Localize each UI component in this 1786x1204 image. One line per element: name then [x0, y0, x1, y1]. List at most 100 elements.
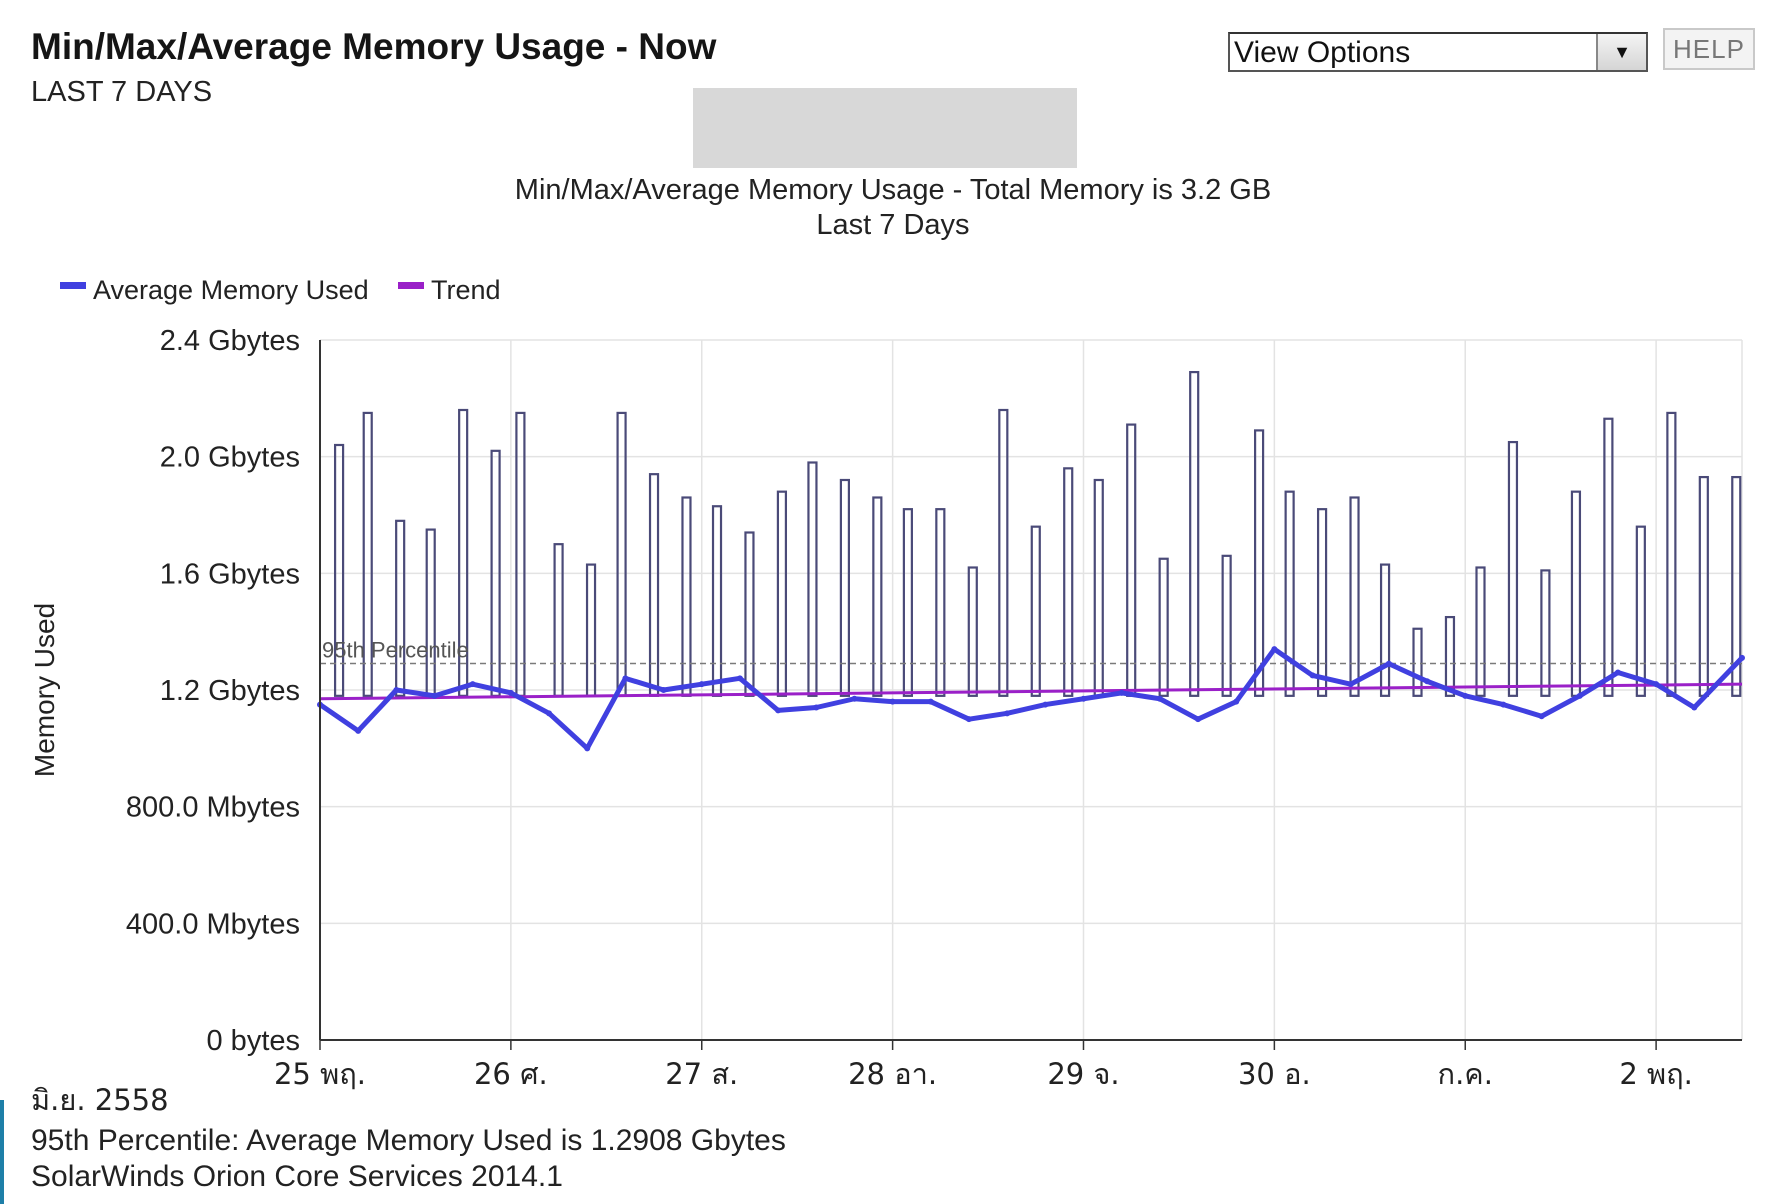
average-point — [1309, 672, 1316, 679]
page-title: Min/Max/Average Memory Usage - Now — [31, 26, 717, 67]
average-point — [355, 727, 362, 734]
x-tick-label: 2 พฤ. — [1619, 1057, 1693, 1091]
page-subtitle: LAST 7 DAYS — [31, 76, 213, 108]
average-point — [736, 675, 743, 682]
max-spike — [744, 531, 755, 697]
x-tick-label: ก.ค. — [1438, 1057, 1493, 1091]
max-spike — [1221, 554, 1232, 697]
max-spike — [839, 478, 850, 697]
average-point — [1195, 716, 1202, 723]
x-tick-label: 28 อา. — [848, 1057, 937, 1091]
page-edge-bar — [0, 1100, 4, 1204]
average-point — [1653, 681, 1660, 688]
average-point — [1462, 692, 1469, 699]
axes — [319, 340, 1742, 1041]
average-point — [1576, 692, 1583, 699]
x-tick-label: 26 ศ. — [474, 1057, 548, 1091]
max-spike — [1126, 423, 1137, 697]
footer-percentile-text: 95th Percentile: Average Memory Used is … — [31, 1124, 786, 1157]
max-spike — [711, 505, 723, 697]
chevron-down-icon[interactable]: ▼ — [1596, 34, 1646, 70]
view-options-label: View Options — [1234, 36, 1411, 69]
max-spike — [1444, 615, 1456, 697]
max-spike — [1030, 525, 1041, 697]
average-point — [1614, 669, 1621, 676]
y-tick-label: 1.2 Gbytes — [160, 675, 300, 707]
max-spike — [585, 563, 597, 697]
max-spike — [515, 411, 526, 697]
max-spike — [1379, 563, 1391, 697]
average-point — [1739, 654, 1745, 661]
average-series — [317, 646, 1745, 752]
average-point — [1118, 689, 1125, 696]
average-line — [318, 646, 1744, 751]
max-spike — [395, 519, 406, 697]
average-point — [1271, 646, 1278, 653]
max-spike — [935, 508, 946, 697]
average-point — [1424, 678, 1431, 685]
y-axis-title: Memory Used — [29, 603, 60, 777]
max-spike — [1570, 490, 1582, 697]
max-spike — [1603, 417, 1614, 697]
average-point — [469, 681, 476, 688]
y-tick-label: 2.0 Gbytes — [160, 442, 300, 474]
percentile-label: 95th Percentile — [322, 638, 469, 663]
y-tick-label: 1.6 Gbytes — [160, 558, 300, 590]
average-point — [431, 692, 438, 699]
average-point — [1385, 660, 1392, 667]
average-point — [1500, 701, 1507, 708]
x-tick-label: 30 อ. — [1238, 1057, 1311, 1091]
average-point — [775, 707, 782, 714]
legend-label-trend: Trend — [431, 275, 501, 305]
max-spike — [1189, 370, 1200, 697]
average-point — [1538, 713, 1545, 720]
average-point — [1347, 681, 1354, 688]
average-point — [813, 704, 820, 711]
y-tick-label: 400.0 Mbytes — [126, 908, 300, 940]
max-spike — [967, 566, 978, 697]
max-spike — [1507, 440, 1519, 697]
max-series — [333, 370, 1742, 697]
view-options-select[interactable]: View Options ▼ — [1228, 32, 1648, 72]
max-spike — [362, 411, 373, 697]
max-spike — [1063, 467, 1074, 697]
help-button[interactable]: HELP — [1663, 28, 1755, 70]
redacted-area — [693, 88, 1077, 168]
y-tick-label: 0 bytes — [207, 1025, 301, 1057]
max-spike — [1635, 525, 1646, 697]
max-spike — [1158, 557, 1169, 697]
average-point — [622, 675, 629, 682]
average-point — [965, 716, 972, 723]
average-point — [851, 695, 858, 702]
x-tick-label: 25 พฤ. — [274, 1057, 366, 1091]
max-spike — [1349, 496, 1360, 697]
max-spike — [872, 496, 883, 697]
average-point — [698, 681, 705, 688]
legend-label-average: Average Memory Used — [93, 275, 369, 305]
y-tick-label: 2.4 Gbytes — [160, 325, 300, 357]
x-tick-labels: 25 พฤ. 26 ศ. 27 ส. 28 อา. 29 จ. 30 อ. ก.ค. 2 พฤ… — [274, 1057, 1693, 1091]
average-point — [1042, 701, 1049, 708]
x-tick-label: 27 ส. — [665, 1057, 738, 1091]
max-spike — [681, 496, 692, 697]
legend: Average Memory Used Trend — [60, 275, 501, 305]
average-point — [393, 687, 400, 693]
max-spike — [425, 528, 436, 697]
max-spike — [902, 508, 913, 697]
max-spike — [1284, 490, 1295, 697]
y-tick-labels: 0 bytes 400.0 Mbytes 800.0 Mbytes 1.2 Gbyte… — [126, 325, 300, 1057]
max-spike — [1475, 566, 1486, 697]
max-spike — [807, 461, 818, 697]
average-point — [1080, 695, 1087, 702]
max-spike — [1731, 475, 1742, 697]
average-point — [660, 687, 667, 693]
x-axis-caption: มิ.ย. 2558 — [31, 1083, 169, 1117]
average-point — [927, 698, 934, 705]
max-spike — [776, 490, 788, 697]
max-spike — [616, 411, 627, 697]
percentile-layer: 95th Percentile — [320, 638, 1742, 665]
chart-title: Min/Max/Average Memory Usage - Total Mem… — [515, 174, 1271, 206]
max-spike — [553, 543, 564, 697]
x-tick-label: 29 จ. — [1047, 1057, 1119, 1091]
